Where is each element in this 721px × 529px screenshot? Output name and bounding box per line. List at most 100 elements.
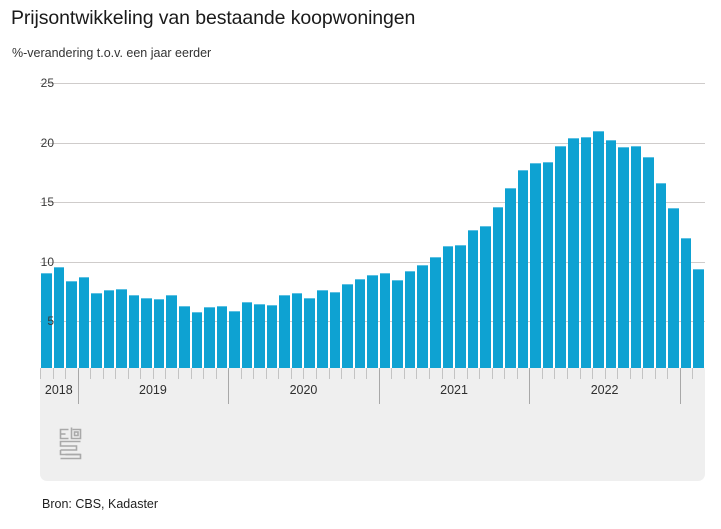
x-axis-year-separator (529, 368, 531, 404)
x-axis-tick (115, 368, 117, 379)
y-tick-label-25: 25 (40, 76, 54, 90)
x-axis-tick (667, 368, 669, 379)
bar[interactable] (153, 298, 165, 381)
bar[interactable] (304, 297, 316, 381)
x-axis-year-separator (228, 368, 230, 404)
x-axis-tick (566, 368, 568, 379)
bar[interactable] (116, 289, 127, 381)
bar[interactable] (103, 290, 115, 381)
bar[interactable] (542, 161, 554, 381)
bar[interactable] (630, 146, 642, 381)
bar[interactable] (417, 265, 428, 381)
x-axis-tick (341, 368, 343, 379)
x-axis-tick (654, 368, 656, 379)
x-axis-tick (316, 368, 318, 379)
x-axis-tick (165, 368, 167, 379)
bar[interactable] (216, 305, 228, 381)
bar[interactable] (179, 305, 190, 381)
bar[interactable] (530, 162, 541, 381)
y-tick-label-5: 5 (47, 314, 54, 329)
bar[interactable] (166, 295, 178, 381)
x-axis-tick (504, 368, 506, 379)
bar[interactable] (668, 208, 679, 381)
bar[interactable] (191, 311, 203, 381)
bar[interactable] (442, 246, 454, 381)
x-axis-tick (466, 368, 468, 379)
bar[interactable] (555, 146, 566, 381)
bar[interactable] (404, 271, 416, 381)
x-axis-tick (52, 368, 54, 379)
x-axis-tick (190, 368, 192, 379)
cbs-logo (56, 426, 90, 462)
bar[interactable] (279, 295, 290, 381)
bar[interactable] (66, 280, 77, 381)
x-axis-year-separator (378, 368, 380, 404)
bar[interactable] (693, 268, 704, 381)
bar[interactable] (593, 130, 604, 381)
x-axis-year-separator (679, 368, 681, 404)
x-axis-tick (554, 368, 556, 379)
year-label-2022: 2022 (590, 383, 619, 397)
x-axis-tick (203, 368, 205, 379)
x-axis-tick (366, 368, 368, 379)
bar[interactable] (492, 206, 504, 381)
bar[interactable] (266, 304, 278, 381)
bar[interactable] (455, 245, 466, 381)
x-axis-tick (403, 368, 405, 379)
bar[interactable] (505, 187, 516, 381)
bar[interactable] (429, 257, 441, 381)
bar[interactable] (41, 272, 52, 381)
bar[interactable] (354, 278, 366, 381)
x-axis-tick (516, 368, 518, 379)
x-axis-tick (579, 368, 581, 379)
bar[interactable] (517, 170, 529, 381)
bar[interactable] (342, 284, 353, 381)
bar[interactable] (467, 229, 479, 381)
bar[interactable] (618, 147, 629, 381)
x-axis-tick (541, 368, 543, 379)
bars-group (40, 83, 705, 381)
y-tick-label-15: 15 (40, 195, 54, 210)
bar[interactable] (392, 279, 403, 381)
x-axis-tick (140, 368, 142, 379)
gridline-20 (40, 142, 705, 144)
bar[interactable] (680, 237, 692, 381)
bar[interactable] (128, 295, 140, 381)
x-axis-tick (127, 368, 129, 379)
bar[interactable] (291, 292, 303, 381)
x-axis-tick (441, 368, 443, 379)
year-label-2019: 2019 (139, 383, 167, 397)
bar[interactable] (241, 302, 253, 381)
x-axis-tick (90, 368, 92, 379)
bar[interactable] (655, 183, 667, 381)
bar[interactable] (480, 226, 491, 381)
x-axis-tick (278, 368, 280, 379)
bar[interactable] (329, 291, 341, 381)
year-label-2020: 2020 (289, 383, 318, 397)
x-axis-tick (102, 368, 104, 379)
bar[interactable] (567, 137, 579, 381)
y-tick-label-10: 10 (40, 254, 54, 269)
bar[interactable] (379, 272, 391, 381)
bar[interactable] (78, 277, 90, 381)
bar[interactable] (580, 136, 592, 381)
x-axis-tick (416, 368, 418, 379)
x-axis-tick (642, 368, 644, 379)
bar[interactable] (643, 156, 654, 381)
bar[interactable] (605, 140, 617, 381)
bar[interactable] (254, 303, 265, 381)
x-axis-tick (479, 368, 481, 379)
gridline-10 (40, 261, 705, 263)
bar[interactable] (53, 266, 65, 381)
x-axis-tick (391, 368, 393, 379)
bar[interactable] (367, 274, 378, 381)
x-axis-tick (491, 368, 493, 379)
bar[interactable] (229, 310, 240, 381)
bar[interactable] (204, 307, 215, 381)
bar[interactable] (317, 290, 328, 381)
bar[interactable] (91, 292, 102, 381)
bar[interactable] (141, 297, 152, 381)
x-axis-tick (629, 368, 631, 379)
x-axis-tick (65, 368, 67, 379)
